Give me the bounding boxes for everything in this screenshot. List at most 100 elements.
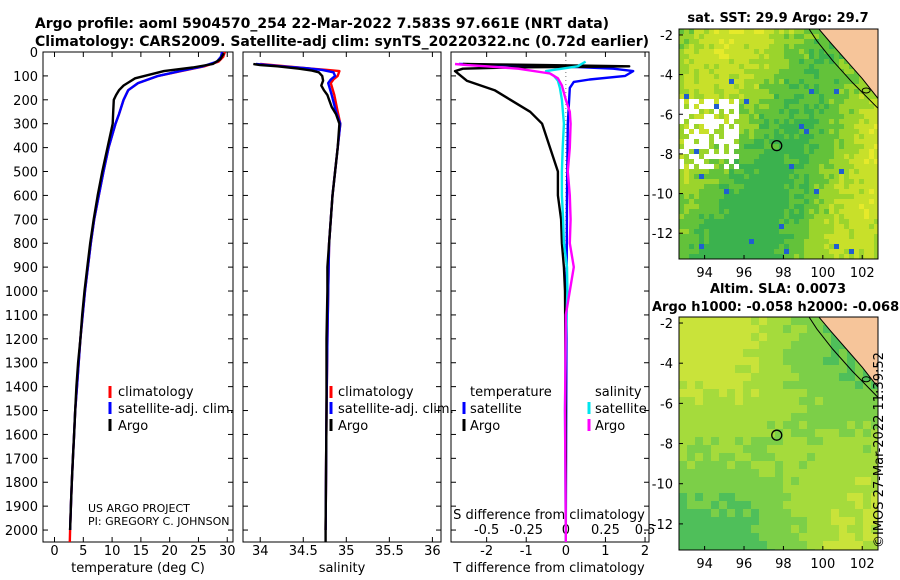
sst-map-cell <box>789 119 794 124</box>
sst-map-cell <box>789 189 794 194</box>
sst-map-cell <box>839 254 844 259</box>
sst-map-cell <box>694 204 699 209</box>
sla-map-cell <box>863 405 871 413</box>
sla-map-cell <box>695 509 703 517</box>
sst-map-cell <box>679 84 684 89</box>
sst-map-cell <box>824 254 829 259</box>
sst-map-cell <box>824 124 829 129</box>
sst-map-cell <box>774 109 779 114</box>
sst-map-cell <box>854 149 859 154</box>
sla-map-cell <box>743 389 751 397</box>
sst-map-cell <box>699 69 704 74</box>
depth-tick-label: 500 <box>13 166 38 181</box>
sst-map-cell <box>704 124 709 129</box>
sla-map-cell <box>791 381 799 389</box>
sla-map-cell <box>727 397 735 405</box>
sst-map-cell <box>849 154 854 159</box>
sst-map-cell <box>724 199 729 204</box>
sla-map-cell <box>783 461 791 469</box>
sla-map-cell <box>719 541 727 549</box>
sst-map-cell <box>689 254 694 259</box>
sst-map-cell <box>774 224 779 229</box>
sla-map-cell <box>695 413 703 421</box>
sla-map-cell <box>759 381 767 389</box>
sst-map-cell <box>764 44 769 49</box>
sst-map-cell <box>739 249 744 254</box>
sst-map-cell <box>764 249 769 254</box>
sla-map-cell <box>831 365 839 373</box>
sst-map-cell <box>679 164 684 169</box>
sla-map-cell <box>855 493 863 501</box>
sla-map-cell <box>679 397 687 405</box>
sst-map-cell <box>769 219 774 224</box>
sst-map-cell <box>774 174 779 179</box>
sst-map-cell <box>684 244 689 249</box>
sla-map-cell <box>783 365 791 373</box>
sst-map-cell <box>784 194 789 199</box>
sst-map-cell <box>719 59 724 64</box>
sla-map-cell <box>751 437 759 445</box>
sla-map-cell <box>783 445 791 453</box>
sst-map-cell <box>754 129 759 134</box>
sst-map-cell <box>839 114 844 119</box>
sst-map-cell <box>749 119 754 124</box>
sst-map-cell <box>754 229 759 234</box>
sst-map-cell <box>739 184 744 189</box>
sst-map-cell <box>859 194 864 199</box>
sal-series-group <box>253 62 342 542</box>
sst-map-cell <box>769 179 774 184</box>
sla-map-cell <box>703 325 711 333</box>
sla-map-cell <box>743 429 751 437</box>
sla-map-cell <box>743 541 751 549</box>
sst-map-cell <box>864 209 869 214</box>
sst-map-cell <box>699 39 704 44</box>
sla-map-cell <box>743 341 751 349</box>
sst-map-cell <box>694 194 699 199</box>
sst-map-cell <box>794 234 799 239</box>
sst-map-cell <box>774 209 779 214</box>
sst-map-ytick-label: -2 <box>660 29 673 44</box>
sst-map-cell <box>844 124 849 129</box>
sst-map-cell <box>839 134 844 139</box>
salinity-panel: 34 34.5 35 35.5 36 <box>243 51 441 559</box>
sst-map-cell <box>844 254 849 259</box>
sla-map-cell <box>807 413 815 421</box>
sst-map-cell <box>824 139 829 144</box>
sst-map-cell <box>764 139 769 144</box>
sst-map-cell <box>774 114 779 119</box>
temp-series-group <box>68 52 227 542</box>
sst-map-cell <box>734 174 739 179</box>
sst-map-cell <box>744 234 749 239</box>
sla-map-cell <box>743 373 751 381</box>
temp-xtick-label: 5 <box>79 544 87 559</box>
sst-map-cell <box>734 74 739 79</box>
sst-map-cell <box>854 204 859 209</box>
sst-map-cell <box>719 94 724 99</box>
sst-map-cell <box>859 224 864 229</box>
sst-map-cell <box>789 139 794 144</box>
sst-map-cell <box>799 129 804 134</box>
sst-map-cell <box>834 244 839 249</box>
sla-map-cell <box>703 365 711 373</box>
sla-map-cell <box>871 389 878 397</box>
sst-map-cell <box>679 184 684 189</box>
figure-title-line1: Argo profile: aoml 5904570_254 22-Mar-20… <box>35 16 609 32</box>
sla-map-cell <box>767 333 775 341</box>
sst-map-cell <box>864 254 869 259</box>
sst-map-cell <box>764 134 769 139</box>
sst-map-cell <box>729 239 734 244</box>
sst-map-cell <box>729 254 734 259</box>
sla-map-cell <box>735 325 743 333</box>
sst-map-cell <box>769 209 774 214</box>
sst-map-cell <box>824 79 829 84</box>
sst-map-cell <box>854 249 859 254</box>
sst-map-cell <box>789 134 794 139</box>
sla-map-cell <box>871 509 878 517</box>
sst-map-cell <box>754 179 759 184</box>
sla-map-cell <box>775 533 783 541</box>
sst-map-cell <box>769 164 774 169</box>
sst-map-cell <box>804 114 809 119</box>
sst-map-cell <box>799 174 804 179</box>
sst-map-cell <box>799 84 804 89</box>
sst-map-cell <box>874 229 878 234</box>
